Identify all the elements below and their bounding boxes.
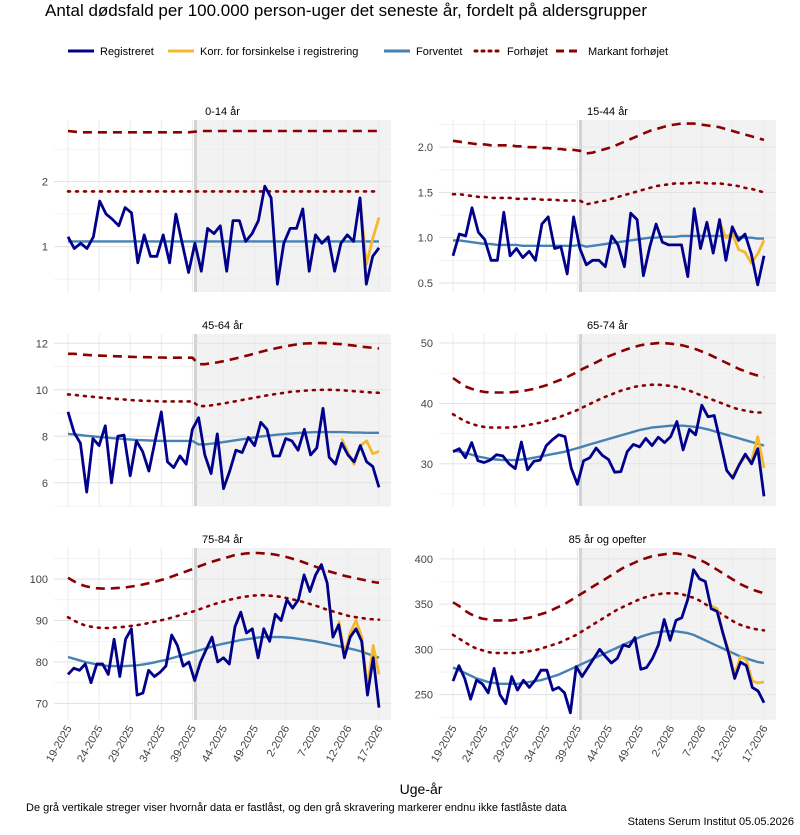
registered-line xyxy=(66,184,381,286)
panel-title: 0-14 år xyxy=(205,106,240,118)
y-tick-label: 30 xyxy=(421,459,433,471)
registered-line xyxy=(66,407,381,494)
panel: 45-64 år 6 8 10 12 xyxy=(36,320,391,507)
panel-title: 45-64 år xyxy=(202,320,243,332)
panel-title: 15-44 år xyxy=(587,106,628,118)
y-tick-label: 10 xyxy=(36,385,48,397)
legend-label: Korr. for forsinkelse i registrering xyxy=(200,46,358,58)
x-tick-label: 17-2026 xyxy=(740,724,771,765)
y-tick-label: 100 xyxy=(30,574,48,586)
y-tick-label: 6 xyxy=(42,478,48,490)
panel: 0-14 år 1 2 xyxy=(42,106,391,292)
x-tick-label: 24-2025 xyxy=(75,724,106,765)
y-tick-label: 400 xyxy=(415,554,433,566)
footnote: De grå vertikale streger viser hvornår d… xyxy=(26,802,567,814)
x-tick-label: 12-2026 xyxy=(324,724,355,765)
x-tick-label: 19-2025 xyxy=(429,724,460,765)
credit: Statens Serum Institut 05.05.2026 xyxy=(628,816,794,828)
markant-line xyxy=(67,129,379,134)
markant-line xyxy=(452,552,765,622)
markant-line xyxy=(452,122,765,155)
y-tick-label: 250 xyxy=(415,690,433,702)
panel: 15-44 år 0.5 1.0 1.5 2.0 xyxy=(418,106,776,292)
y-tick-label: 350 xyxy=(415,599,433,611)
x-tick-label: 49-2025 xyxy=(231,724,262,765)
x-tick-label: 49-2025 xyxy=(616,724,647,765)
x-tick-label: 17-2026 xyxy=(355,724,386,765)
y-tick-label: 40 xyxy=(421,398,433,410)
x-tick-label: 44-2025 xyxy=(200,724,231,765)
y-tick-label: 1 xyxy=(42,242,48,254)
x-tick-label: 44-2025 xyxy=(585,724,616,765)
x-tick-label: 34-2025 xyxy=(137,724,168,765)
x-tick-label: 7-2026 xyxy=(681,724,709,760)
registered-line xyxy=(66,563,381,708)
x-tick-label: 2-2026 xyxy=(650,724,678,760)
legend-label: Markant forhøjet xyxy=(588,46,668,58)
registered-line xyxy=(451,568,766,715)
expected-line xyxy=(452,630,765,685)
markant-line xyxy=(68,341,380,366)
y-tick-label: 12 xyxy=(36,338,48,350)
chart-title: Antal dødsfald per 100.000 person-uger d… xyxy=(45,1,647,20)
markant-line xyxy=(67,551,380,590)
legend-label: Forventet xyxy=(416,46,462,58)
unfixed-shade xyxy=(195,334,391,506)
x-tick-label: 19-2025 xyxy=(44,724,75,765)
x-axis-label: Uge-år xyxy=(400,781,443,797)
panel: 75-84 år 70 80 90 100 19-2025 24-2025 29-2025 34… xyxy=(30,534,391,764)
legend: Registreret Korr. for forsinkelse i regis… xyxy=(68,46,668,58)
panel: 85 år og opefter 250 300 350 400 19-2025 24-20… xyxy=(415,534,776,764)
elevated-line xyxy=(451,383,766,429)
x-tick-label: 7-2026 xyxy=(296,724,324,760)
unfixed-shade xyxy=(580,548,776,720)
elevated-line xyxy=(66,593,381,630)
legend-label: Registreret xyxy=(100,46,154,58)
y-tick-label: 80 xyxy=(36,657,48,669)
x-tick-label: 34-2025 xyxy=(522,724,553,765)
y-tick-label: 50 xyxy=(421,338,433,350)
panel: 65-74 år 30 40 50 xyxy=(421,320,776,506)
y-tick-label: 300 xyxy=(415,644,433,656)
registered-line xyxy=(451,206,766,287)
corrected-line xyxy=(718,221,766,265)
x-tick-label: 39-2025 xyxy=(553,724,584,765)
panel-title: 65-74 år xyxy=(587,320,628,332)
expected-line xyxy=(453,234,764,248)
y-tick-label: 0.5 xyxy=(418,278,433,290)
markant-line xyxy=(452,341,765,394)
y-tick-label: 1.5 xyxy=(418,187,433,199)
panel-title: 75-84 år xyxy=(202,534,243,546)
expected-line xyxy=(67,635,380,668)
panel-title: 85 år og opefter xyxy=(569,534,647,546)
x-tick-label: 2-2026 xyxy=(265,724,293,760)
y-tick-label: 70 xyxy=(36,698,48,710)
elevated-line xyxy=(451,181,766,206)
unfixed-shade xyxy=(580,334,776,506)
x-tick-label: 29-2025 xyxy=(491,724,522,765)
x-tick-label: 39-2025 xyxy=(168,724,199,765)
y-tick-label: 2.0 xyxy=(418,142,433,154)
registered-line xyxy=(452,403,766,497)
y-tick-label: 2 xyxy=(42,177,48,189)
y-tick-label: 90 xyxy=(36,616,48,628)
y-tick-label: 8 xyxy=(42,431,48,443)
y-tick-label: 1.0 xyxy=(418,233,433,245)
x-tick-label: 24-2025 xyxy=(460,724,491,765)
legend-label: Forhøjet xyxy=(507,46,548,58)
x-tick-label: 29-2025 xyxy=(106,724,137,765)
x-tick-label: 12-2026 xyxy=(709,724,740,765)
unfixed-shade xyxy=(580,120,776,292)
